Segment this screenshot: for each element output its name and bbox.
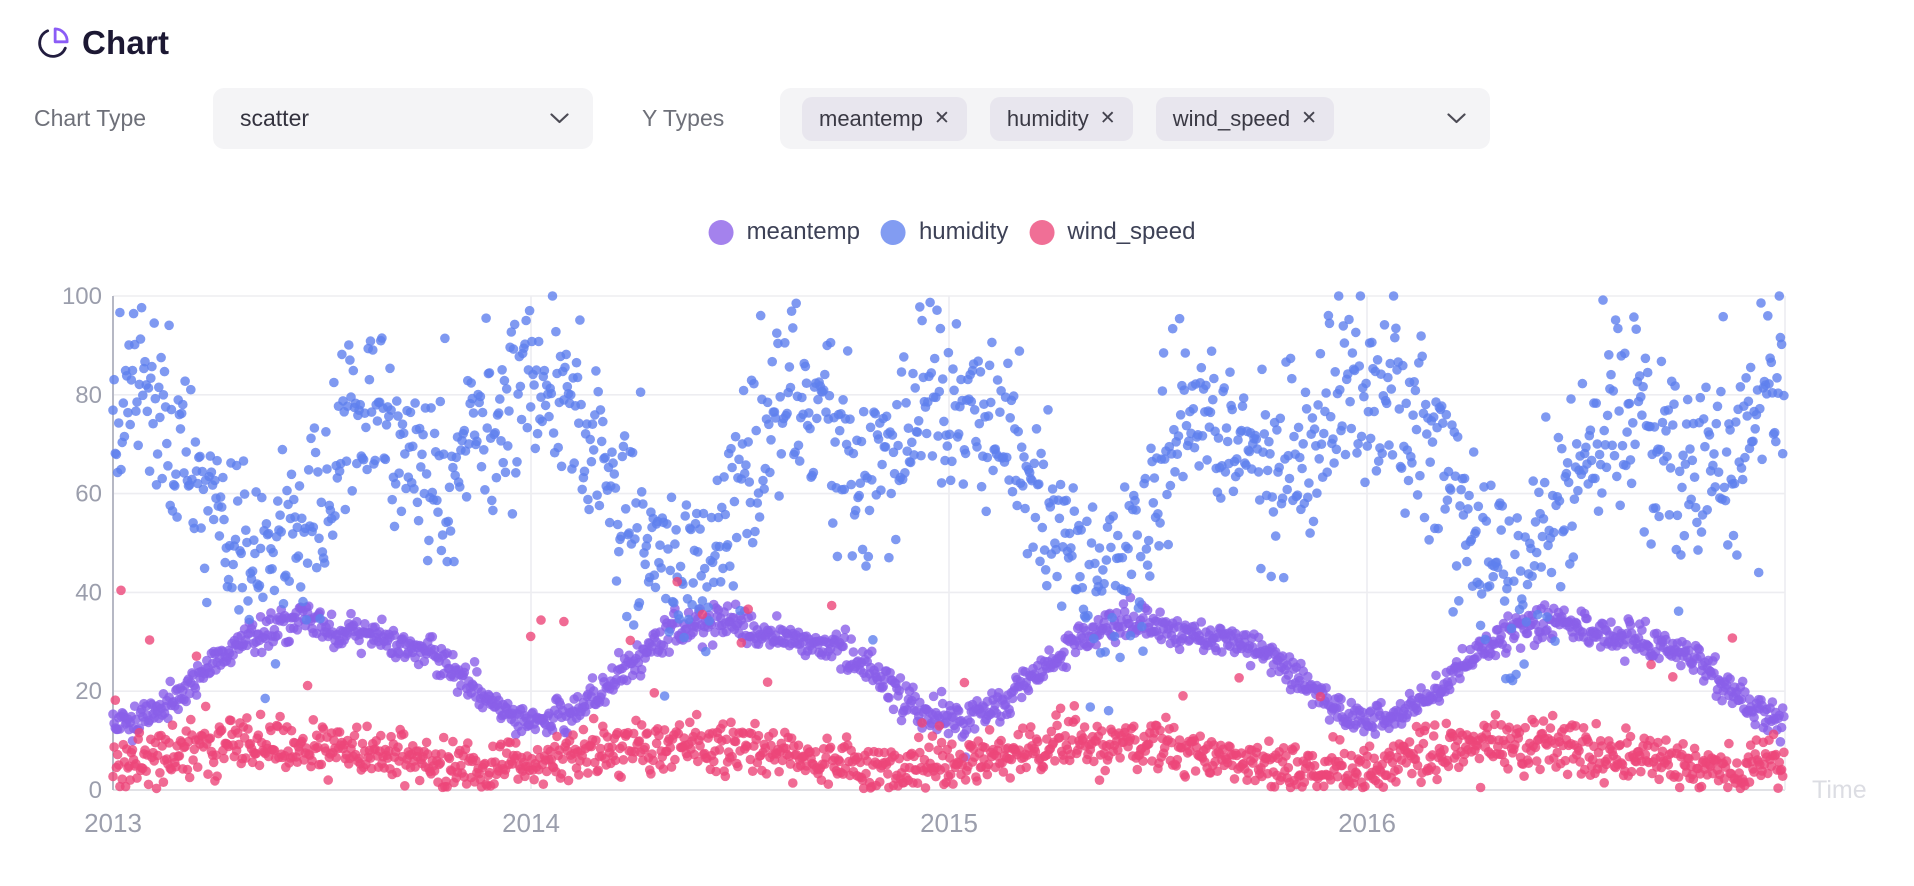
- y-types-multiselect[interactable]: meantemp ✕ humidity ✕ wind_speed ✕: [780, 88, 1490, 149]
- legend-dot-meantemp: [708, 219, 734, 245]
- svg-text:2016: 2016: [1338, 808, 1396, 838]
- legend-label: humidity: [918, 218, 1009, 245]
- page-title: Chart: [82, 24, 170, 61]
- chart-type-label: Chart Type: [34, 105, 147, 131]
- pie-chart-icon: [38, 27, 69, 58]
- legend-dot-humidity: [880, 219, 906, 245]
- tag-label: wind_speed: [1172, 105, 1291, 131]
- svg-text:100: 100: [62, 283, 102, 310]
- legend-item-humidity[interactable]: humidity: [880, 218, 1009, 246]
- y-type-tag-humidity[interactable]: humidity ✕: [989, 96, 1133, 141]
- y-types-label: Y Types: [642, 105, 725, 131]
- legend-item-wind-speed[interactable]: wind_speed: [1029, 218, 1195, 246]
- tag-label: meantemp: [819, 105, 923, 131]
- legend-dot-wind-speed: [1029, 219, 1055, 245]
- page-header: Chart: [37, 24, 169, 62]
- chevron-down-icon: [550, 113, 569, 124]
- svg-text:60: 60: [75, 481, 102, 508]
- legend-item-meantemp[interactable]: meantemp: [708, 218, 860, 246]
- svg-text:2014: 2014: [502, 808, 560, 838]
- y-type-tag-meantemp[interactable]: meantemp ✕: [802, 96, 967, 141]
- legend-label: wind_speed: [1067, 218, 1196, 245]
- legend-label: meantemp: [746, 218, 860, 245]
- chart-type-value: scatter: [240, 105, 310, 131]
- svg-text:0: 0: [89, 777, 102, 804]
- remove-icon[interactable]: ✕: [933, 108, 950, 129]
- remove-icon[interactable]: ✕: [1099, 108, 1116, 129]
- svg-text:20: 20: [75, 678, 102, 705]
- chart-controls: Chart Type scatter Y Types meantemp ✕ hu…: [0, 88, 1914, 149]
- svg-text:40: 40: [75, 579, 102, 606]
- chart-legend: meantemp humidity wind_speed: [708, 218, 1195, 246]
- y-type-tag-wind-speed[interactable]: wind_speed ✕: [1155, 96, 1335, 141]
- remove-icon[interactable]: ✕: [1301, 108, 1318, 129]
- chevron-down-icon: [1447, 113, 1466, 124]
- tag-label: humidity: [1006, 105, 1089, 131]
- svg-text:Time: Time: [1812, 776, 1867, 804]
- chart-type-select[interactable]: scatter: [213, 88, 593, 149]
- svg-text:2015: 2015: [920, 808, 978, 838]
- svg-text:2013: 2013: [84, 808, 142, 838]
- svg-text:80: 80: [75, 382, 102, 409]
